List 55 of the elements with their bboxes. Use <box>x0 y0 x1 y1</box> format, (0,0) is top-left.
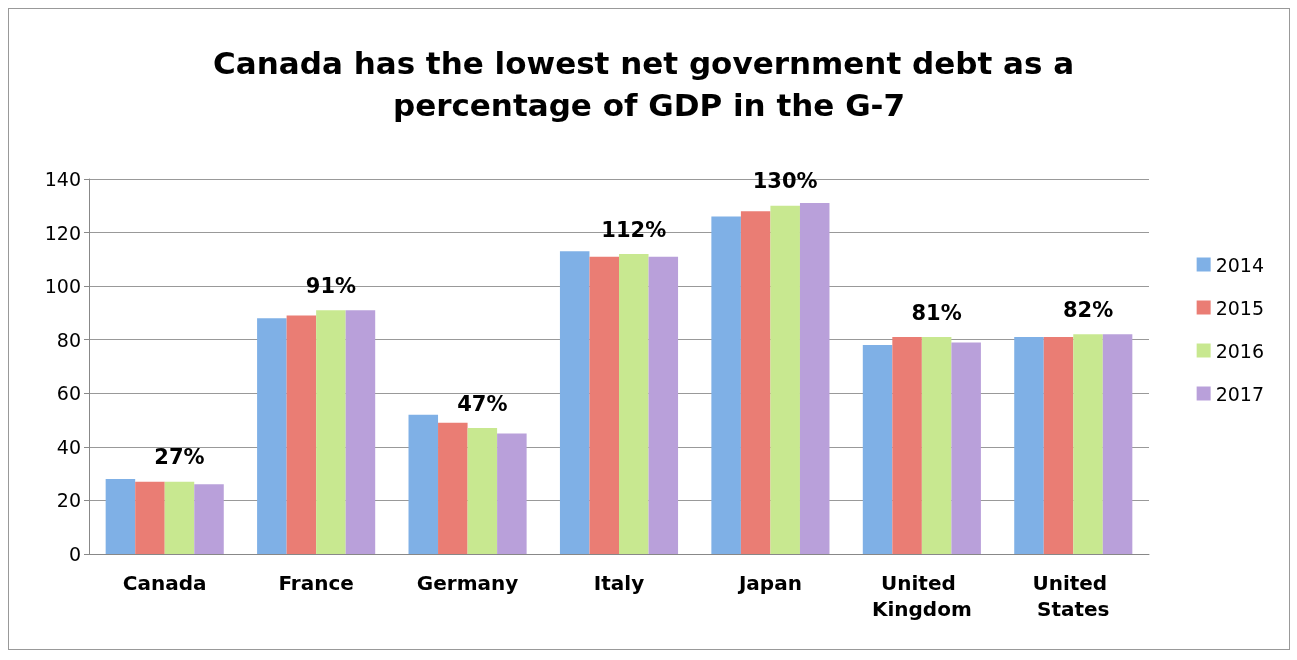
y-tick-label: 100 <box>44 275 81 298</box>
x-tick-label: Germany <box>416 571 519 595</box>
y-tick-label: 0 <box>68 543 81 565</box>
x-tick-label: Italy <box>593 571 645 595</box>
bar <box>286 315 317 554</box>
y-tick-label: 80 <box>56 328 81 351</box>
bar <box>862 345 893 554</box>
y-tick-label: 20 <box>56 489 81 512</box>
bar <box>1043 337 1074 554</box>
bar <box>892 337 922 554</box>
bar <box>316 310 346 554</box>
x-tick-label: United States <box>1032 571 1115 621</box>
y-tick-label: 120 <box>44 221 81 244</box>
legend-label: 2017 <box>1215 382 1265 405</box>
bar <box>467 428 498 554</box>
data-label: 91% <box>305 273 357 298</box>
bar <box>921 337 952 554</box>
bar <box>345 310 376 554</box>
x-tick-label: Japan <box>736 571 802 595</box>
x-tick-label: United Kingdom <box>871 571 972 621</box>
bar <box>619 254 649 554</box>
bar <box>408 414 439 554</box>
bar <box>438 422 468 554</box>
bar <box>1073 334 1103 554</box>
bar <box>711 216 741 554</box>
data-label: 81% <box>911 300 962 325</box>
y-tick-label: 60 <box>56 382 81 405</box>
legend-label: 2014 <box>1215 253 1265 276</box>
data-label: 27% <box>154 445 205 470</box>
x-tick-label: France <box>278 571 354 595</box>
bar <box>1102 334 1133 554</box>
bar <box>951 342 981 554</box>
data-label: 82% <box>1062 297 1114 322</box>
bar <box>164 481 195 554</box>
legend-label: 2016 <box>1215 339 1265 362</box>
bar <box>648 256 679 554</box>
bar <box>497 433 527 554</box>
bar <box>740 211 771 554</box>
bar <box>194 484 224 554</box>
legend-label: 2015 <box>1215 296 1265 319</box>
bar <box>105 479 136 554</box>
y-tick-label: 140 <box>44 168 81 190</box>
data-label: 112% <box>601 217 667 242</box>
data-label: 130% <box>752 169 818 194</box>
x-tick-label: Canada <box>122 571 207 595</box>
bar <box>257 318 287 554</box>
bar <box>559 251 590 554</box>
bar <box>135 481 165 554</box>
chart-title: Canada has the lowest net government debt as a percentage of GDP in the G-7 <box>213 45 1085 123</box>
bar <box>799 203 830 554</box>
y-tick-label: 40 <box>56 435 81 458</box>
bar <box>589 256 619 554</box>
bar <box>770 205 800 554</box>
data-label: 47% <box>457 391 508 416</box>
bar <box>1014 337 1044 554</box>
